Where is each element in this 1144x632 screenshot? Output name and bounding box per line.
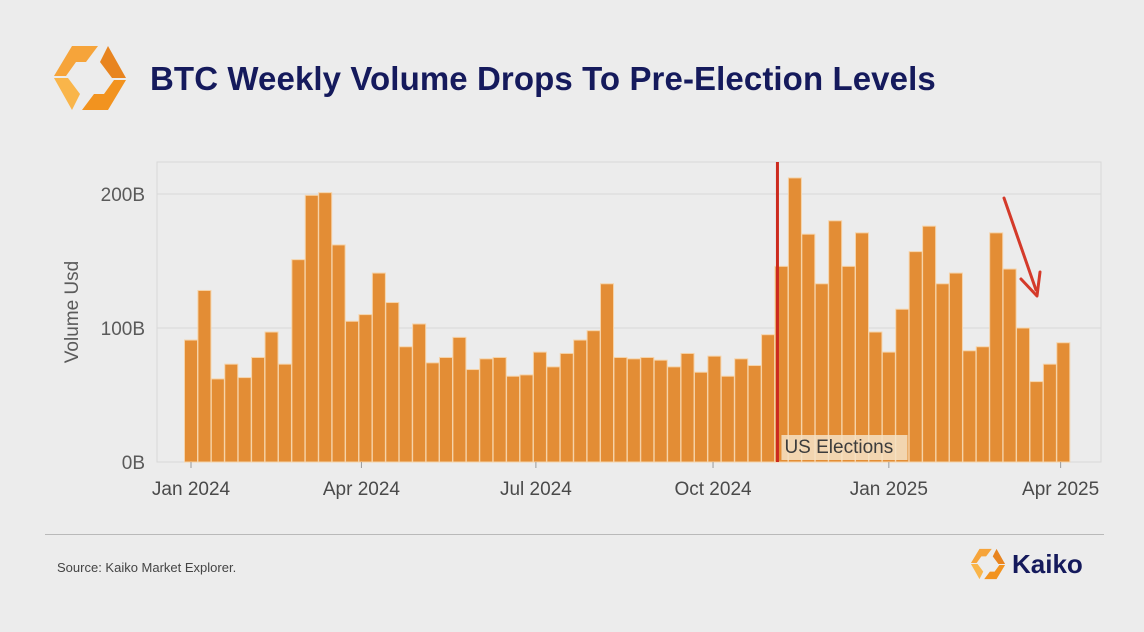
bar xyxy=(197,289,212,463)
bar xyxy=(251,356,266,463)
bar xyxy=(345,320,360,463)
bar xyxy=(962,350,977,463)
bar xyxy=(264,331,279,463)
bar xyxy=(1016,327,1031,463)
x-tick-label: Apr 2024 xyxy=(323,479,401,500)
bar xyxy=(331,244,346,463)
bar xyxy=(747,365,762,463)
bar xyxy=(438,356,453,463)
bar xyxy=(855,232,869,463)
brand-logo: Kaiko xyxy=(970,545,1083,583)
bar xyxy=(586,330,601,463)
chart: 0B 100B 200B Volume Usd Jan 2024 Apr 2024 Jul … xyxy=(62,161,1102,500)
x-tick-label: Apr 2025 xyxy=(1022,479,1099,500)
bar xyxy=(452,336,467,463)
x-tick-label: Jan 2024 xyxy=(152,479,231,500)
y-axis-label: Volume Usd xyxy=(62,261,83,363)
bar xyxy=(385,302,400,463)
bar xyxy=(761,334,776,463)
bar xyxy=(291,259,306,463)
footer-divider xyxy=(45,534,1104,535)
bar xyxy=(908,251,923,463)
bar xyxy=(626,358,641,463)
bar xyxy=(237,377,252,463)
source-note: Source: Kaiko Market Explorer. xyxy=(57,560,237,575)
bar xyxy=(653,359,668,463)
bar xyxy=(425,362,440,463)
kaiko-logo-icon xyxy=(54,46,126,110)
bar xyxy=(412,323,427,463)
bar xyxy=(573,339,588,463)
bar xyxy=(318,192,333,463)
bar xyxy=(1056,342,1071,463)
bar xyxy=(975,346,990,463)
bar xyxy=(304,194,319,463)
bar xyxy=(989,232,1004,463)
bar xyxy=(680,352,695,463)
bar xyxy=(1029,381,1044,463)
x-tick-label: Oct 2024 xyxy=(674,479,752,500)
bar xyxy=(613,356,628,463)
bar xyxy=(801,233,816,463)
bar xyxy=(559,352,574,463)
bar xyxy=(787,177,802,463)
bar xyxy=(667,366,682,463)
election-label-bg xyxy=(781,435,908,460)
brand-name: Kaiko xyxy=(1012,548,1083,579)
bar xyxy=(935,283,950,463)
y-tick-label: 200B xyxy=(101,185,145,206)
bar xyxy=(720,375,735,463)
bar xyxy=(640,356,655,463)
bar xyxy=(841,265,856,463)
bar xyxy=(546,366,561,463)
bar xyxy=(398,346,413,463)
bar xyxy=(1042,363,1057,463)
bar xyxy=(828,220,843,463)
kaiko-brand-icon xyxy=(970,548,1006,580)
x-tick-label: Jul 2024 xyxy=(500,479,572,500)
bar xyxy=(519,374,534,463)
bar xyxy=(465,369,480,463)
bar xyxy=(479,358,494,463)
bar xyxy=(600,283,615,463)
bar xyxy=(506,375,521,463)
trend-arrow-shaft xyxy=(1002,196,1038,292)
bar xyxy=(371,272,386,463)
y-tick-label: 100B xyxy=(101,319,145,340)
bar xyxy=(1002,268,1017,463)
bar xyxy=(693,371,708,463)
bar xyxy=(922,225,937,463)
election-label: US Elections xyxy=(784,437,893,458)
bar xyxy=(948,272,963,463)
bar xyxy=(184,339,198,463)
bar xyxy=(532,351,547,463)
bar xyxy=(358,314,373,463)
bar xyxy=(734,358,749,463)
bar xyxy=(224,363,239,463)
bar xyxy=(277,363,292,463)
trend-arrow-head xyxy=(1019,270,1042,298)
bar xyxy=(707,355,722,463)
y-tick-label: 0B xyxy=(122,453,145,474)
page-title: BTC Weekly Volume Drops To Pre-Election … xyxy=(150,60,936,97)
bar xyxy=(492,356,507,463)
bar xyxy=(210,378,225,463)
x-tick-label: Jan 2025 xyxy=(850,479,928,500)
